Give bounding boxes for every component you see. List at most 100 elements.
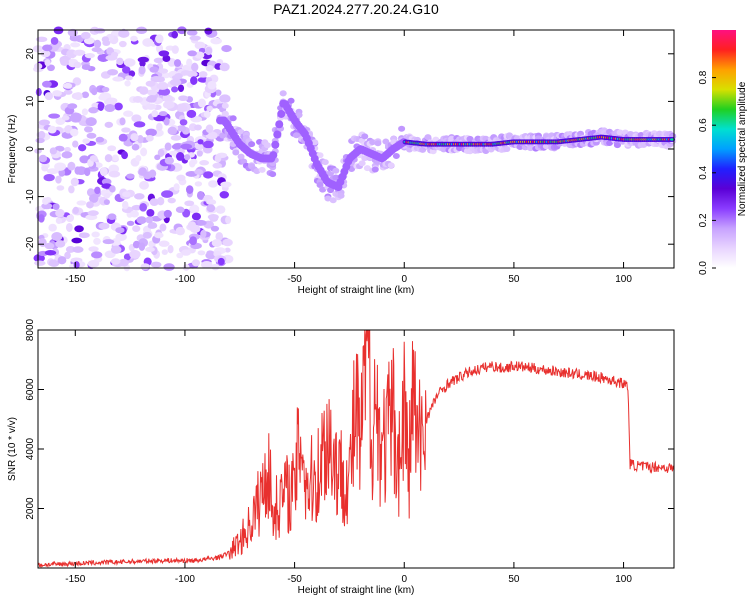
spectrogram-cell bbox=[211, 263, 220, 271]
spectrogram-cell bbox=[111, 238, 121, 247]
spectrogram-cell bbox=[319, 186, 327, 193]
spectrogram-cell bbox=[64, 147, 71, 153]
snr-x-tick-label: -50 bbox=[287, 574, 302, 585]
spectrogram-cell bbox=[181, 249, 191, 256]
spectrogram-cell bbox=[38, 154, 48, 163]
spectrogram-cell bbox=[151, 110, 159, 118]
spectrogram-cell bbox=[155, 34, 164, 44]
spectrogram-cell bbox=[34, 260, 46, 266]
spectrogram-cell bbox=[182, 264, 190, 271]
spectrogram-cell bbox=[47, 64, 55, 72]
spectrogram-cell bbox=[55, 217, 63, 224]
spectrogram-cell bbox=[142, 38, 154, 47]
spectrogram-cell bbox=[204, 27, 213, 35]
spectrogram-cell bbox=[82, 138, 90, 144]
spectrogram-cell bbox=[75, 166, 87, 176]
spectrogram-cell bbox=[197, 250, 206, 256]
spectrogram-cell bbox=[205, 124, 214, 134]
spectrogram-cell bbox=[81, 108, 88, 116]
spectrogram-cell bbox=[35, 137, 45, 144]
spectrogram-cell bbox=[292, 132, 300, 139]
spectrogram-cell bbox=[68, 185, 75, 194]
spectrogram-cell bbox=[222, 238, 233, 247]
spectrogram-cell bbox=[527, 145, 535, 152]
spectrogram-cell bbox=[194, 169, 204, 175]
spectrogram-cell bbox=[157, 148, 165, 158]
spectrogram-cell bbox=[215, 89, 222, 96]
snr-y-tick-label: 2000 bbox=[25, 497, 36, 520]
spectrogram-x-tick-label: 100 bbox=[615, 274, 632, 285]
spectrogram-cell bbox=[121, 127, 131, 133]
spectrogram-cell bbox=[197, 98, 206, 108]
spectrogram-cell bbox=[95, 136, 105, 143]
spectrogram-cell bbox=[70, 177, 79, 187]
spectrogram-cell bbox=[93, 27, 106, 34]
spectrogram-cell bbox=[123, 110, 134, 117]
spectrogram-cell bbox=[103, 192, 111, 199]
spectrogram-cell bbox=[38, 130, 46, 140]
spectrogram-cell bbox=[180, 70, 192, 76]
spectrogram-cell bbox=[219, 94, 231, 103]
colorbar-ticks: 0.0 0.2 0.4 0.6 0.8 bbox=[698, 70, 716, 275]
spectrogram-cell bbox=[108, 170, 121, 178]
spectrogram-cell bbox=[70, 42, 81, 48]
spectrogram-cell bbox=[361, 155, 369, 162]
spectrogram-cell bbox=[101, 36, 110, 43]
spectrogram-y-ticks: -20 -10 0 10 20 bbox=[25, 48, 674, 251]
spectrogram-cell bbox=[277, 109, 286, 118]
colorbar-tick-label: 0.2 bbox=[698, 213, 709, 227]
snr-y-tick-label: 4000 bbox=[25, 437, 36, 460]
spectrogram-cell bbox=[392, 152, 400, 159]
snr-x-ticks: -150 -100 -50 0 50 100 bbox=[65, 330, 632, 585]
spectrogram-cell bbox=[125, 75, 133, 81]
spectrogram-cell bbox=[107, 145, 117, 152]
spectrogram-cell bbox=[89, 155, 98, 162]
spectrogram-cell bbox=[79, 155, 90, 164]
spectrogram-cell bbox=[200, 229, 207, 238]
spectrogram-cell bbox=[93, 39, 102, 49]
spectrogram-cell bbox=[273, 130, 282, 139]
spectrogram-cell bbox=[332, 174, 340, 181]
spectrogram-cell bbox=[466, 135, 474, 142]
spectrogram-cell bbox=[101, 86, 110, 93]
spectrogram-cell bbox=[219, 132, 227, 139]
spectrogram-cell bbox=[311, 139, 319, 146]
spectrogram-cell bbox=[55, 175, 62, 184]
spectrogram-cell bbox=[41, 165, 48, 172]
spectrogram-cell bbox=[208, 180, 218, 188]
spectrogram-x-tick-label: -150 bbox=[65, 274, 85, 285]
spectrogram-cell bbox=[448, 135, 456, 142]
spectrogram-cell bbox=[200, 260, 213, 269]
spectrogram-cell bbox=[72, 206, 79, 215]
spectrogram-cell bbox=[72, 140, 79, 148]
spectrogram-cell bbox=[71, 237, 83, 244]
spectrogram-cell bbox=[215, 205, 226, 214]
spectrogram-cell bbox=[163, 209, 172, 218]
spectrogram-cell bbox=[167, 197, 176, 204]
snr-x-tick-label: -150 bbox=[65, 574, 85, 585]
figure-title: PAZ1.2024.277.20.24.G10 bbox=[273, 1, 439, 17]
spectrogram-cell bbox=[616, 129, 624, 136]
spectrogram-cell bbox=[275, 120, 284, 129]
spectrogram-cell bbox=[171, 45, 179, 54]
spectrogram-y-label: Frequency (Hz) bbox=[7, 115, 18, 184]
spectrogram-cell bbox=[149, 66, 159, 73]
snr-x-tick-label: -100 bbox=[175, 574, 195, 585]
spectrogram-cell bbox=[110, 245, 122, 254]
spectrogram-cell bbox=[114, 102, 123, 111]
spectrogram-cell bbox=[613, 142, 621, 149]
spectrogram-cell bbox=[194, 41, 206, 50]
spectrogram-cell bbox=[42, 197, 49, 205]
spectrogram-cell bbox=[148, 169, 157, 178]
spectrogram-cell bbox=[85, 117, 97, 127]
spectrogram-cell bbox=[86, 201, 94, 209]
spectrogram-cell bbox=[161, 190, 174, 198]
spectrogram-cell bbox=[374, 140, 382, 147]
spectrogram-cell bbox=[150, 75, 163, 83]
spectrogram-cell bbox=[253, 168, 261, 175]
spectrogram-cell bbox=[212, 162, 223, 169]
spectrogram-cell bbox=[118, 133, 128, 142]
spectrogram-cell bbox=[67, 103, 78, 110]
spectrogram-cell bbox=[187, 50, 197, 57]
